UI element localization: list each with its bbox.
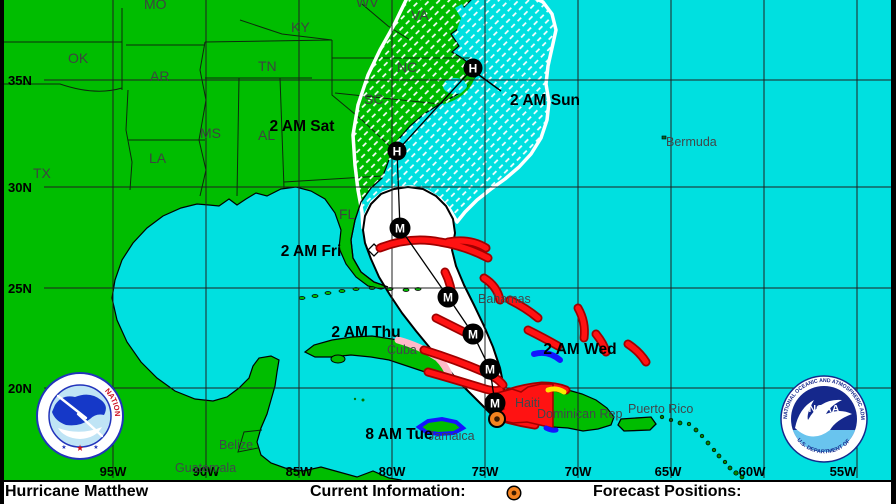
lat-label: 20N	[8, 381, 32, 396]
state-label-fl: FL	[339, 206, 356, 222]
time-labels: 2 AM Sun 2 AM Sat 2 AM Fri 2 AM Thu 2 AM…	[270, 92, 617, 443]
lon-label: 80W	[379, 464, 406, 479]
lon-label: 70W	[565, 464, 592, 479]
noaa-center-text: NOAA	[809, 403, 840, 415]
time-label-tue: 8 AM Tue	[365, 426, 433, 443]
state-label-al: AL	[258, 127, 275, 143]
forecast-position-markers: M M M M M H H	[387, 58, 506, 414]
forecast-marker-m: M	[484, 392, 506, 414]
watch-dr-north	[545, 386, 567, 395]
place-label-bahamas: Bahamas	[478, 292, 531, 306]
place-label-haiti: Haiti	[515, 396, 540, 410]
state-label-ky: KY	[291, 19, 310, 35]
isle-of-youth	[330, 354, 346, 364]
legend-bar: Hurricane Matthew Current Information: F…	[0, 480, 896, 504]
state-label-wv: WV	[356, 0, 379, 10]
time-label-thu: 2 AM Thu	[331, 324, 400, 341]
forecast-marker-m: M	[479, 358, 501, 380]
marker-letter: H	[469, 62, 478, 76]
marker-letter: M	[490, 397, 500, 411]
island-bermuda	[661, 135, 667, 140]
storm-name: Hurricane Matthew	[5, 483, 149, 500]
state-label-tn: TN	[258, 58, 277, 74]
forecast-cone-day4-5-hatched	[351, 0, 558, 230]
place-label-jamaica: Jamaica	[428, 429, 475, 443]
label-leader-line	[478, 74, 502, 92]
place-label-belize: Belize	[219, 438, 253, 452]
nws-star-small: ★	[93, 444, 98, 451]
forecast-marker-m: M	[389, 217, 411, 239]
time-label-wed: 2 AM Wed	[543, 341, 616, 358]
forecast-marker-m: M	[437, 286, 459, 308]
warning-areas	[375, 235, 651, 433]
marker-letter: M	[395, 222, 405, 236]
current-position-legend-icon	[506, 485, 522, 501]
map-canvas: 35N 30N 25N 20N 95W 90W 85W 80W 75W 70W …	[0, 0, 896, 480]
state-label-ms: MS	[200, 125, 221, 141]
state-label-ar: AR	[150, 68, 169, 84]
state-label-nc: NC	[397, 59, 417, 75]
place-label-bermuda: Bermuda	[666, 135, 717, 149]
time-label-sat: 2 AM Sat	[270, 118, 335, 135]
ts-warning-se-bahamas	[531, 349, 563, 363]
nws-star: ★	[76, 443, 84, 453]
lon-label: 55W	[830, 464, 857, 479]
current-information-label: Current Information:	[310, 483, 466, 500]
place-labels: Bermuda Bahamas Cuba Jamaica Haiti Domin…	[175, 135, 717, 475]
marker-letter: H	[393, 145, 402, 159]
forecast-marker-h: H	[387, 141, 407, 161]
lat-label: 25N	[8, 281, 32, 296]
state-label-va: VA	[411, 7, 429, 23]
longitude-labels: 95W 90W 85W 80W 75W 70W 65W 60W 55W	[100, 464, 857, 479]
state-label-tx: TX	[33, 165, 52, 181]
lon-label: 60W	[739, 464, 766, 479]
latitude-labels: 35N 30N 25N 20N	[8, 73, 32, 396]
marker-letter: M	[443, 291, 453, 305]
lon-label: 65W	[655, 464, 682, 479]
current-position-marker	[488, 410, 506, 428]
island-jamaica	[415, 416, 467, 437]
marker-letter: M	[468, 328, 478, 342]
time-label-sun: 2 AM Sun	[510, 92, 580, 109]
frame-border-right	[891, 0, 896, 480]
lat-label: 35N	[8, 73, 32, 88]
frame-border-left	[0, 0, 4, 480]
lon-label: 90W	[193, 464, 220, 479]
state-labels: MO KY WV VA NC SC TN OK AR MS AL LA TX F…	[33, 0, 429, 222]
place-label-cuba: Cuba	[387, 343, 417, 357]
time-label-fri: 2 AM Fri	[281, 243, 342, 260]
forecast-positions-label: Forecast Positions:	[593, 483, 742, 500]
state-label-ok: OK	[68, 50, 89, 66]
lon-label: 95W	[100, 464, 127, 479]
forecast-marker-m: M	[462, 323, 484, 345]
forecast-marker-h: H	[463, 58, 483, 78]
state-label-mo: MO	[144, 0, 167, 12]
lat-label: 30N	[8, 180, 32, 195]
lon-label: 75W	[472, 464, 499, 479]
marker-letter: M	[485, 363, 495, 377]
place-label-puerto-rico: Puerto Rico	[628, 402, 693, 416]
lon-label: 85W	[286, 464, 313, 479]
nws-star-small: ★	[61, 444, 66, 451]
cayman-islands	[353, 397, 365, 402]
state-label-sc: SC	[364, 91, 383, 107]
state-label-la: LA	[149, 150, 167, 166]
place-label-dominican-rep: Dominican Rep	[537, 407, 623, 421]
ts-warning-dr-south	[543, 425, 559, 433]
place-label-guatemala: Guatemala	[175, 461, 236, 475]
island-puerto-rico	[617, 416, 657, 432]
graticule	[44, 0, 891, 478]
